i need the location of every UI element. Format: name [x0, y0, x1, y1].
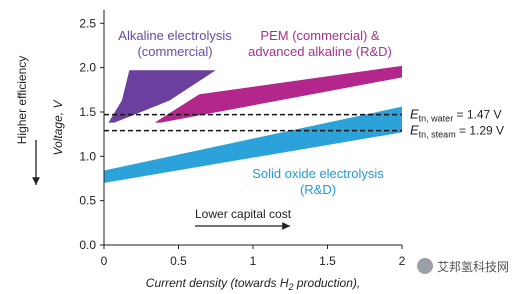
y-tick-label: 1.0	[79, 149, 96, 163]
x-tick-label: 0	[101, 254, 108, 268]
symbol: E	[410, 107, 419, 122]
x-tick-label: 2	[399, 254, 406, 268]
y-tick-label: 0.5	[79, 194, 96, 208]
region	[154, 65, 402, 123]
series-label: (R&D)	[300, 182, 336, 197]
region	[108, 70, 216, 123]
watermark: 艾邦氢科技网	[437, 259, 509, 274]
subscript: tn, water	[419, 114, 454, 124]
series-label: advanced alkaline (R&D)	[248, 44, 392, 59]
reference-label: Etn, steam = 1.29 V	[410, 123, 504, 140]
x-label-sub: 2	[288, 282, 294, 292]
x-tick-label: 0.5	[170, 254, 187, 268]
side-label: Higher efficiency	[15, 56, 29, 145]
x-axis-label: Current density (towards H2 production),	[146, 276, 360, 292]
y-tick-label: 1.5	[79, 105, 96, 119]
y-tick-label: 0.0	[79, 238, 96, 252]
series-label: Solid oxide electrolysis	[252, 166, 384, 181]
series-label: PEM (commercial) &	[260, 28, 380, 43]
watermark-icon	[417, 258, 433, 274]
x-tick-label: 1	[250, 254, 257, 268]
symbol: E	[410, 123, 419, 138]
value-text: = 1.29 V	[456, 124, 504, 138]
y-tick-label: 2.0	[79, 61, 96, 75]
subscript: tn, steam	[419, 130, 456, 140]
arrow-label: Lower capital cost	[195, 207, 292, 221]
region	[104, 106, 402, 183]
y-axis-label: Voltage, V	[51, 100, 65, 156]
value-text: = 1.47 V	[453, 108, 501, 122]
y-tick-label: 2.5	[79, 16, 96, 30]
reference-label: Etn, water = 1.47 V	[410, 107, 502, 124]
series-label: Alkaline electrolysis	[118, 28, 232, 43]
series-label: (commercial)	[137, 44, 212, 59]
x-label-part: Current density (towards H	[146, 276, 289, 290]
x-label-part: production),	[294, 276, 361, 290]
x-tick-label: 1.5	[319, 254, 336, 268]
